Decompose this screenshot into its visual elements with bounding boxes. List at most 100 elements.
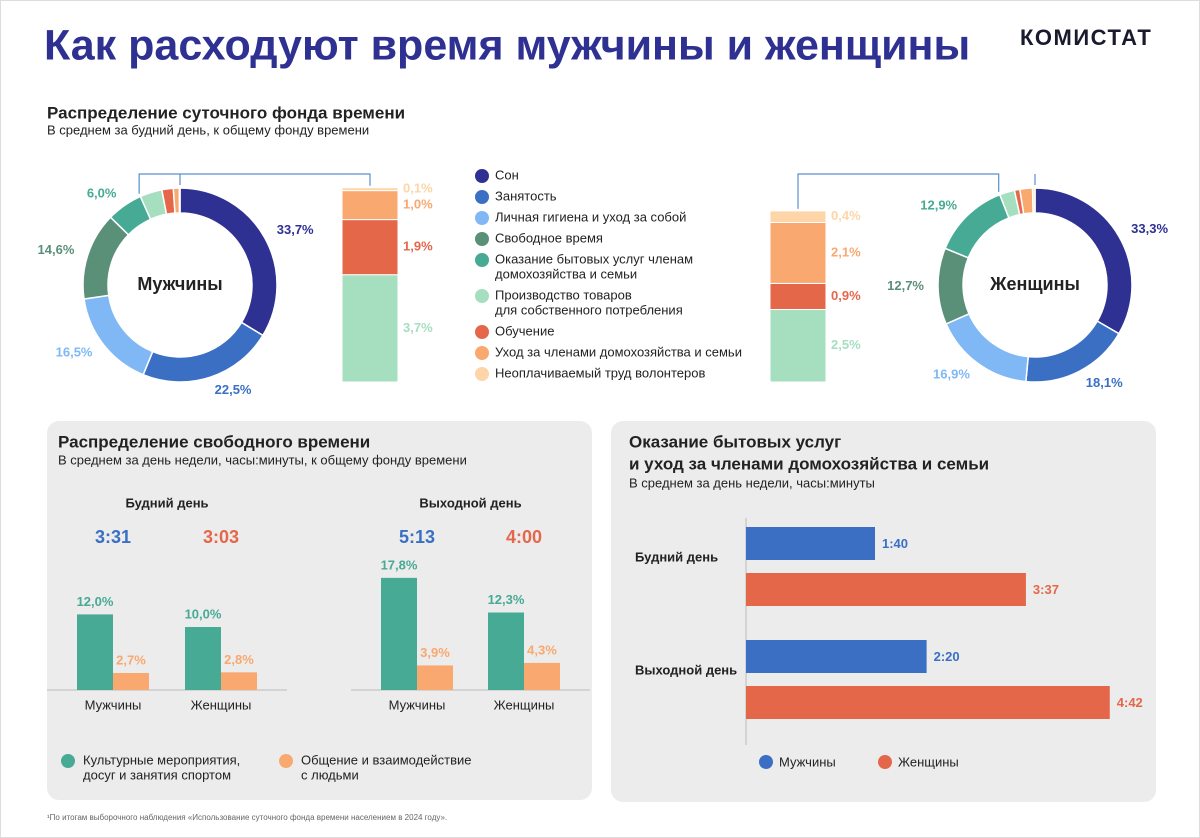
data-label: 3,7% [403, 320, 433, 335]
chart-title: Распределение суточного фонда времени [47, 103, 405, 122]
data-label: 1,9% [403, 239, 433, 254]
data-label: 17,8% [381, 557, 418, 572]
detail-bar-segment [341, 190, 399, 221]
legend-swatch [878, 755, 892, 769]
data-label: 16,5% [56, 345, 93, 360]
detail-bar-segment [769, 210, 827, 223]
chart-title: Распределение свободного времени [58, 432, 370, 451]
legend-swatch [475, 367, 489, 381]
data-label: 12,7% [887, 278, 924, 293]
legend-label: Производство товаров [495, 287, 632, 302]
data-label: 0,1% [403, 181, 433, 196]
legend-swatch [475, 325, 489, 339]
brand: КОМИСТАТ [1020, 25, 1152, 50]
data-label: 4:42 [1117, 695, 1143, 710]
page-title: Как расходуют время мужчины и женщины [44, 21, 970, 69]
data-label: 33,7% [277, 222, 314, 237]
legend-label: Культурные мероприятия, [83, 752, 240, 767]
bar [113, 672, 149, 690]
legend-swatch [475, 253, 489, 267]
bar [77, 614, 113, 690]
footnote: ¹По итогам выборочного наблюдения «Испол… [47, 813, 447, 822]
data-label: 4,3% [527, 642, 557, 657]
bar [746, 686, 1110, 719]
chart-title: и уход за членами домохозяйства и семьи [629, 454, 989, 473]
legend-swatch [475, 190, 489, 204]
data-label: 14,6% [38, 242, 75, 257]
legend-label: Оказание бытовых услуг членам [495, 251, 693, 266]
bar [417, 665, 453, 690]
donut-segment [172, 187, 181, 214]
legend-label: для собственного потребления [495, 302, 683, 317]
donut-segment [1031, 187, 1036, 214]
legend-label: Свободное время [495, 230, 603, 245]
chart-subtitle: В среднем за день недели, часы:минуты [629, 475, 875, 490]
data-label: 2,8% [224, 652, 254, 667]
bracket [138, 173, 371, 194]
panel [47, 421, 592, 800]
legend-label: Личная гигиена и уход за собой [495, 209, 686, 224]
x-tick-label: Мужчины [389, 697, 446, 712]
data-label: 18,1% [1086, 375, 1123, 390]
data-label: 2,1% [831, 244, 861, 259]
bar [524, 662, 560, 690]
detail-bar-segment [341, 187, 399, 192]
bar [488, 612, 524, 690]
data-label: 1:40 [882, 536, 908, 551]
data-label: 10,0% [185, 606, 222, 621]
data-label: 2,7% [116, 652, 146, 667]
total-label: 3:03 [203, 527, 239, 547]
donut-center-label: Женщины [989, 274, 1080, 294]
panel-title: Выходной день [419, 495, 521, 510]
legend-label: Уход за членами домохозяйства и семьи [495, 344, 742, 359]
legend-label: Неоплачиваемый труд волонтеров [495, 365, 705, 380]
donut-center-label: Мужчины [137, 274, 222, 294]
bar [746, 527, 875, 560]
total-label: 5:13 [399, 527, 435, 547]
detail-bar-segment [769, 309, 827, 383]
legend-label: домохозяйства и семьи [495, 266, 637, 281]
detail-bar-segment [341, 219, 399, 276]
legend-label: досуг и занятия спортом [83, 767, 231, 782]
legend-label: Общение и взаимодействие [301, 752, 472, 767]
x-tick-label: Мужчины [85, 697, 142, 712]
legend-label: Обучение [495, 323, 554, 338]
legend-swatch [61, 754, 75, 768]
bar [381, 577, 417, 690]
legend-swatch [475, 346, 489, 360]
data-label: 12,3% [488, 592, 525, 607]
data-label: 16,9% [933, 366, 970, 381]
legend-swatch [475, 169, 489, 183]
legend-swatch [759, 755, 773, 769]
legend-label: Сон [495, 167, 519, 182]
total-label: 4:00 [506, 527, 542, 547]
legend-swatch [475, 289, 489, 303]
data-label: 33,3% [1131, 221, 1168, 236]
detail-bar-segment [769, 222, 827, 284]
legend-label: Женщины [898, 754, 959, 769]
category-label: Будний день [635, 549, 718, 564]
data-label: 3,9% [420, 645, 450, 660]
data-label: 22,5% [215, 382, 252, 397]
chart-subtitle: В среднем за будний день, к общему фонду… [47, 122, 369, 137]
bar [746, 640, 927, 673]
data-label: 12,0% [77, 594, 114, 609]
legend-swatch [475, 232, 489, 246]
bar [185, 627, 221, 690]
category-label: Выходной день [635, 662, 737, 677]
legend-label: Занятость [495, 188, 557, 203]
chart-subtitle: В среднем за день недели, часы:минуты, к… [58, 452, 467, 467]
total-label: 3:31 [95, 527, 131, 547]
data-label: 1,0% [403, 197, 433, 212]
data-label: 0,4% [831, 208, 861, 223]
detail-bar-segment [769, 282, 827, 310]
data-label: 2,5% [831, 337, 861, 352]
legend-label: Мужчины [779, 754, 836, 769]
detail-bar-segment [341, 274, 399, 383]
data-label: 0,9% [831, 288, 861, 303]
data-label: 2:20 [934, 649, 960, 664]
donut-segment [178, 187, 181, 214]
legend-swatch [475, 211, 489, 225]
x-tick-label: Женщины [191, 697, 252, 712]
